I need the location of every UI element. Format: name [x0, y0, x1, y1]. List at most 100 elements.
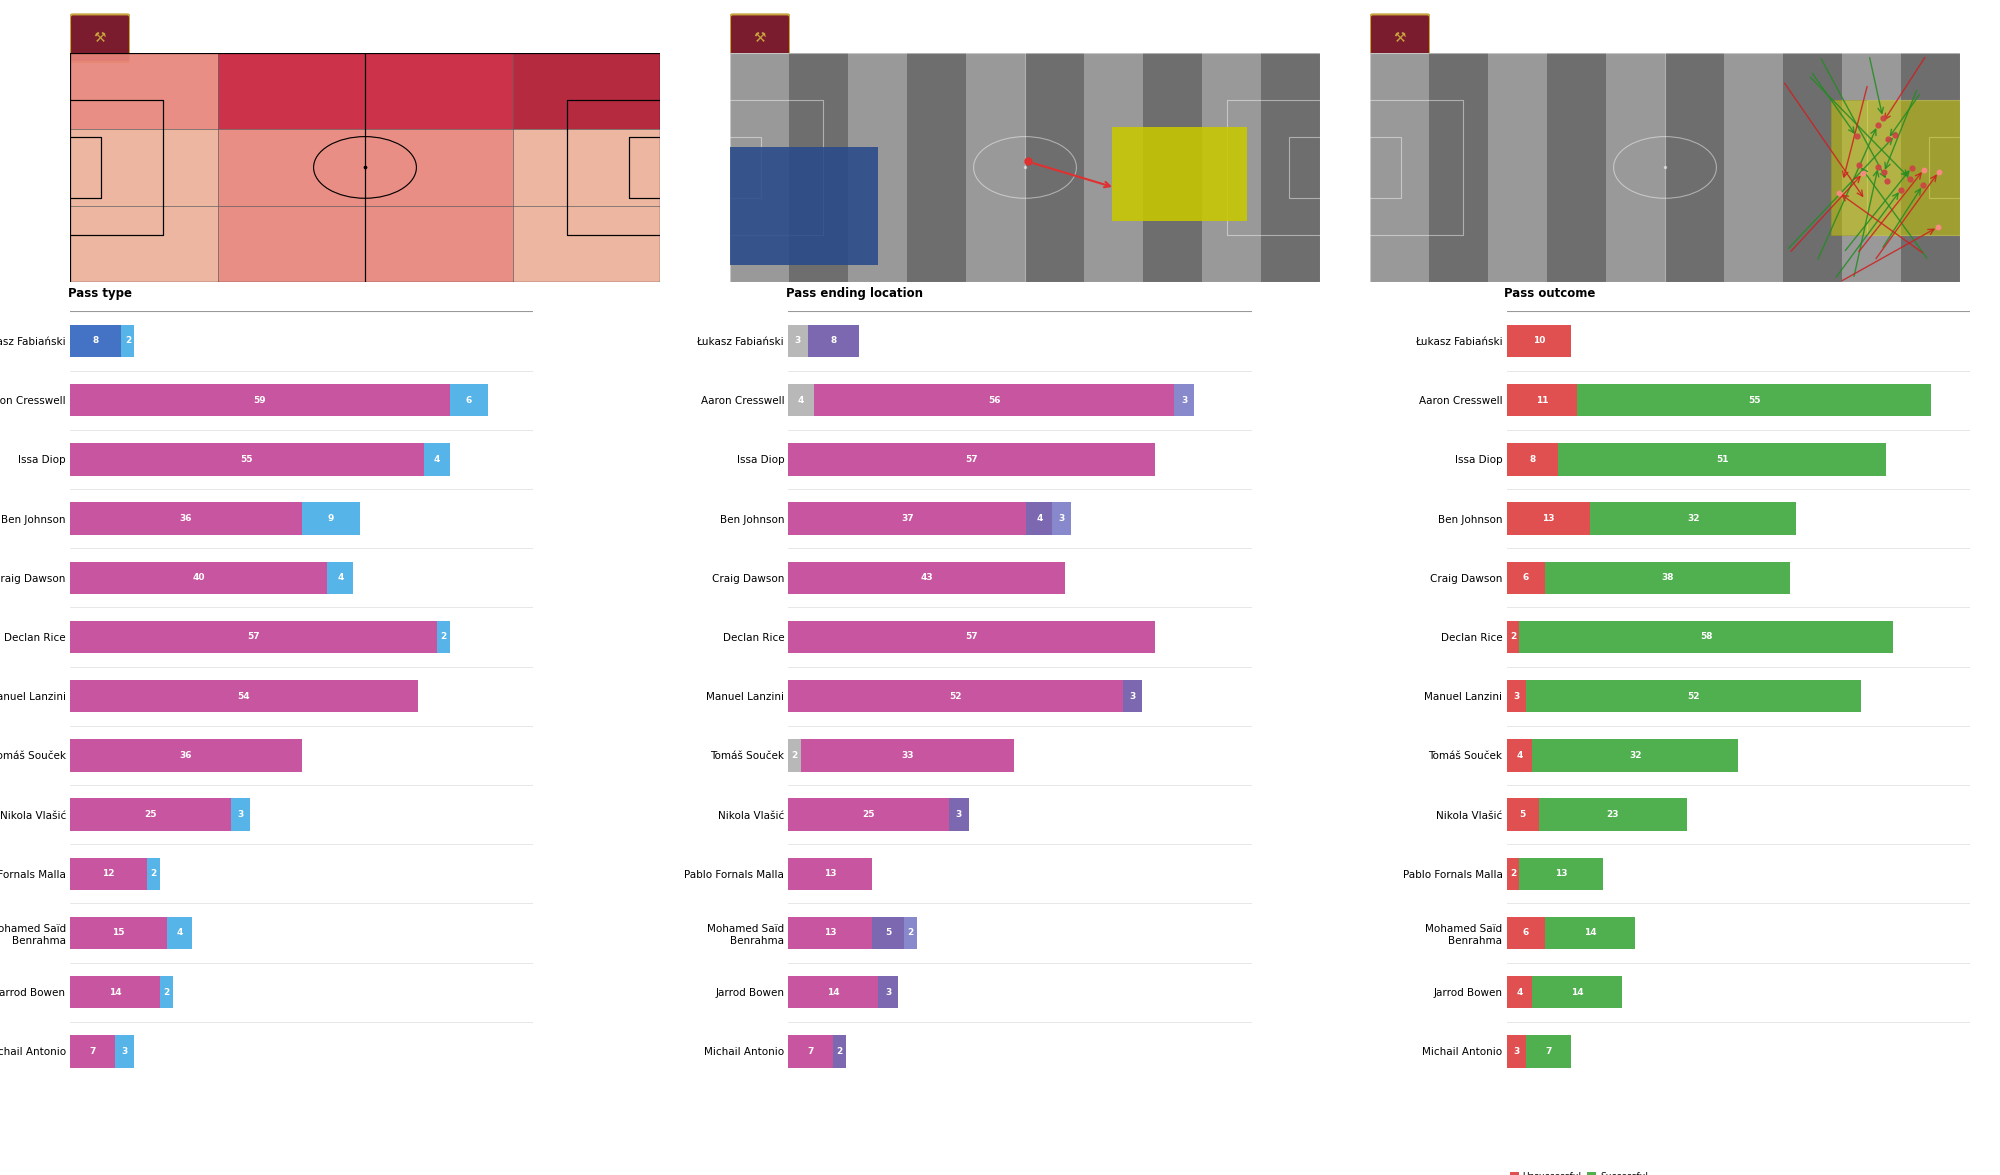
- Text: 6: 6: [466, 396, 472, 404]
- Bar: [1488, 53, 1548, 282]
- Text: 33: 33: [902, 751, 914, 760]
- Text: 14: 14: [828, 988, 840, 996]
- Bar: [730, 53, 788, 282]
- Bar: [512, 53, 660, 129]
- Text: 32: 32: [1630, 751, 1642, 760]
- Text: 2: 2: [1510, 870, 1516, 878]
- Text: 59: 59: [254, 396, 266, 404]
- Text: 2: 2: [836, 1047, 842, 1056]
- Bar: [450, 384, 488, 416]
- Bar: [70, 916, 166, 949]
- Text: 55: 55: [1748, 396, 1760, 404]
- Bar: [1506, 858, 1520, 891]
- Text: 58: 58: [1700, 632, 1712, 642]
- Bar: [1428, 53, 1488, 282]
- Text: Pass type: Pass type: [68, 287, 132, 300]
- Text: 4: 4: [338, 573, 344, 583]
- Text: 3: 3: [238, 810, 244, 819]
- Text: 8: 8: [1530, 455, 1536, 464]
- Text: 2: 2: [440, 632, 446, 642]
- Bar: [1830, 100, 1960, 235]
- Bar: [1558, 443, 1886, 476]
- Text: 10: 10: [1532, 336, 1544, 345]
- Bar: [1506, 620, 1520, 653]
- Text: 13: 13: [824, 928, 836, 938]
- Text: Pass ending location: Pass ending location: [786, 287, 922, 300]
- Bar: [302, 502, 360, 535]
- Bar: [908, 53, 966, 282]
- Text: 14: 14: [108, 988, 122, 996]
- FancyBboxPatch shape: [1370, 14, 1430, 62]
- Text: 6: 6: [1522, 928, 1530, 938]
- Text: 43: 43: [920, 573, 932, 583]
- Bar: [1506, 680, 1526, 712]
- Text: 52: 52: [950, 692, 962, 700]
- Text: 36: 36: [180, 751, 192, 760]
- Bar: [116, 1035, 134, 1068]
- Point: [1872, 129, 1904, 148]
- Bar: [364, 129, 512, 206]
- Text: 2: 2: [1510, 632, 1516, 642]
- Bar: [1262, 53, 1320, 282]
- Bar: [1506, 798, 1538, 831]
- Bar: [1506, 1035, 1526, 1068]
- Bar: [1052, 502, 1072, 535]
- Text: 2: 2: [150, 870, 156, 878]
- Text: 3: 3: [1130, 692, 1136, 700]
- Point: [1862, 157, 1894, 176]
- Bar: [904, 916, 918, 949]
- Text: 7: 7: [808, 1047, 814, 1056]
- Bar: [218, 53, 364, 129]
- Bar: [1724, 53, 1784, 282]
- Bar: [1590, 502, 1796, 535]
- Text: 8: 8: [92, 336, 98, 345]
- Bar: [788, 53, 848, 282]
- Text: 3: 3: [794, 336, 802, 345]
- Bar: [1122, 680, 1142, 712]
- Point: [1922, 162, 1954, 181]
- Bar: [424, 443, 450, 476]
- Bar: [788, 502, 1026, 535]
- Text: 9: 9: [328, 515, 334, 523]
- Bar: [1578, 384, 1932, 416]
- Bar: [1546, 916, 1636, 949]
- Point: [1866, 108, 1898, 127]
- Bar: [950, 798, 968, 831]
- Bar: [70, 798, 230, 831]
- Bar: [70, 1035, 116, 1068]
- Text: 13: 13: [1542, 515, 1554, 523]
- Text: ⚒: ⚒: [1394, 32, 1406, 45]
- Bar: [788, 858, 872, 891]
- Point: [1822, 183, 1854, 202]
- Bar: [788, 1035, 834, 1068]
- Bar: [364, 206, 512, 282]
- Bar: [1084, 53, 1144, 282]
- Point: [1868, 163, 1900, 182]
- Bar: [70, 562, 328, 595]
- Text: 13: 13: [1556, 870, 1568, 878]
- Text: 15: 15: [112, 928, 124, 938]
- Bar: [788, 976, 878, 1008]
- Bar: [1370, 53, 1428, 282]
- Point: [1880, 126, 1912, 145]
- Text: 37: 37: [902, 515, 914, 523]
- Text: 2: 2: [164, 988, 170, 996]
- Bar: [70, 443, 424, 476]
- Bar: [788, 798, 950, 831]
- Bar: [788, 562, 1066, 595]
- Text: 4: 4: [434, 455, 440, 464]
- Text: 3: 3: [1182, 396, 1188, 404]
- Bar: [1664, 53, 1724, 282]
- Bar: [1532, 739, 1738, 772]
- Bar: [1506, 324, 1570, 357]
- Text: 7: 7: [1546, 1047, 1552, 1056]
- Bar: [436, 620, 450, 653]
- Point: [1896, 159, 1928, 177]
- Bar: [834, 1035, 846, 1068]
- Bar: [1526, 680, 1860, 712]
- Text: 4: 4: [1036, 515, 1042, 523]
- Bar: [122, 324, 134, 357]
- Bar: [512, 129, 660, 206]
- FancyBboxPatch shape: [730, 14, 790, 62]
- Text: ⚒: ⚒: [94, 32, 106, 45]
